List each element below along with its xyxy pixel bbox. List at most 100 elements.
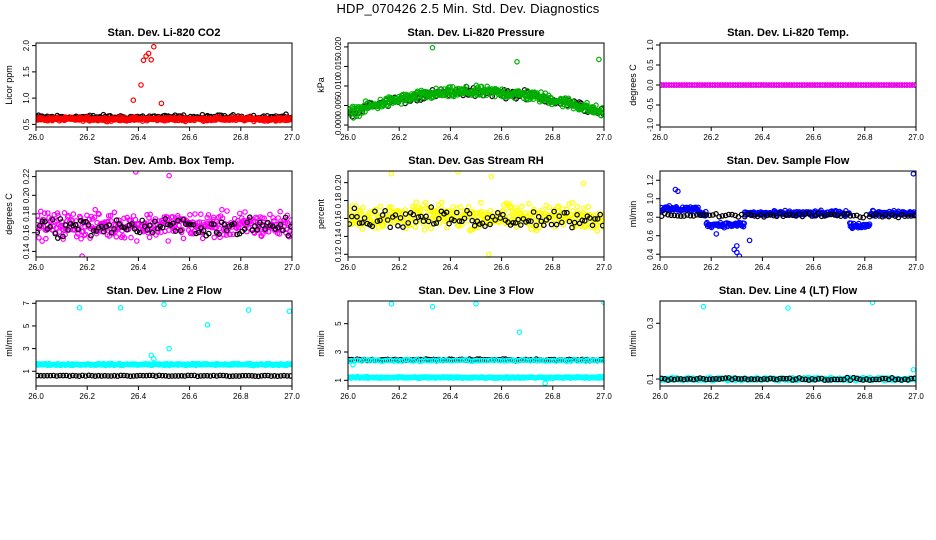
chart-title: Stan. Dev. Li-820 Temp. <box>727 27 849 39</box>
data-point-black <box>106 222 112 228</box>
data-point-magenta <box>686 82 693 88</box>
data-point-magenta <box>896 82 903 88</box>
data-point-black <box>369 223 376 230</box>
data-point-black <box>73 372 79 379</box>
data-point-magenta <box>719 82 726 88</box>
data-point-magenta <box>668 82 675 88</box>
data-point-magenta <box>666 82 672 88</box>
data-point-black <box>239 372 246 379</box>
data-point-magenta <box>681 82 688 88</box>
y-tick-label: -0.5 <box>646 98 655 112</box>
data-point-black <box>271 372 278 379</box>
y-tick-label: 0.000 <box>334 114 343 135</box>
data-point-magenta <box>812 82 818 88</box>
data-point-black <box>127 373 134 380</box>
data-point-black <box>149 229 156 236</box>
data-point-black <box>65 227 71 233</box>
data-point-black <box>172 228 179 234</box>
data-point-magenta <box>845 82 852 88</box>
x-tick-label: 26.2 <box>79 263 95 272</box>
data-point-magenta <box>704 82 711 88</box>
data-point-magenta <box>288 217 292 223</box>
data-point-green <box>599 105 604 111</box>
data-point-black <box>129 221 135 227</box>
data-point-black <box>101 228 107 235</box>
data-point-red-outlier <box>145 50 152 57</box>
data-point-black <box>558 219 565 226</box>
data-point-magenta <box>817 82 823 88</box>
y-tick-label: 0.18 <box>334 192 343 208</box>
data-point-black <box>535 213 542 220</box>
data-point-magenta <box>842 82 849 88</box>
data-point-black <box>220 372 227 379</box>
data-point-black <box>170 220 176 227</box>
data-point-black <box>79 372 86 379</box>
plot-frame <box>35 42 293 128</box>
data-point-black <box>226 373 233 380</box>
chart-title: Stan. Dev. Line 2 Flow <box>106 285 222 297</box>
data-point-black <box>274 373 281 380</box>
x-tick-label: 26.8 <box>857 392 873 401</box>
data-point-black <box>853 375 860 382</box>
data-point-black <box>287 373 292 379</box>
data-point-black <box>821 377 828 383</box>
data-point-black <box>876 213 883 219</box>
data-point-cyan-outlier <box>148 352 155 359</box>
data-point-magenta <box>270 218 277 224</box>
data-point-black <box>461 215 468 222</box>
data-point-black <box>908 213 915 219</box>
chart-panel-4: Stan. Dev. Amb. Box Temp. degrees C 26.0 26… <box>4 155 300 272</box>
chart-title: Stan. Dev. Gas Stream RH <box>408 155 544 167</box>
data-point-black <box>185 372 191 379</box>
data-point-black <box>241 226 248 232</box>
data-point-black <box>206 230 212 237</box>
data-point-black <box>150 372 156 379</box>
data-point-black <box>354 214 360 220</box>
y-tick-label: 0.16 <box>334 210 343 226</box>
data-point-black <box>799 376 806 383</box>
data-point-black <box>857 376 863 383</box>
data-point-magenta <box>660 82 665 88</box>
data-point-black <box>850 374 857 381</box>
data-point-magenta <box>44 210 51 216</box>
data-point-magenta <box>169 214 176 220</box>
data-point-black <box>265 372 271 379</box>
data-point-yellow <box>348 207 353 214</box>
data-point-magenta <box>911 82 916 88</box>
data-point-magenta <box>691 82 698 88</box>
data-point-black <box>709 376 716 382</box>
data-point-black <box>895 376 902 383</box>
y-tick-label: 0.6 <box>646 230 655 242</box>
x-tick-label: 26.4 <box>443 263 459 272</box>
plot-frame <box>35 300 293 387</box>
data-point-black <box>70 222 76 229</box>
data-point-black <box>111 226 117 232</box>
data-point-magenta <box>860 82 867 88</box>
data-point-green <box>386 99 393 106</box>
data-point-black <box>764 376 771 383</box>
data-point-black <box>52 230 59 237</box>
data-point-black <box>469 217 476 224</box>
data-point-black <box>402 211 409 217</box>
data-point-black <box>841 211 847 218</box>
data-point-black <box>589 222 596 229</box>
data-point-black <box>287 223 292 230</box>
data-point-black <box>451 217 458 224</box>
data-point-black <box>108 373 115 379</box>
data-point-black <box>716 376 723 382</box>
data-point-black <box>533 222 540 229</box>
data-point-cyan-outlier <box>429 303 436 310</box>
data-point-green <box>385 103 391 109</box>
data-point-black <box>548 221 555 228</box>
data-point-black <box>594 216 601 222</box>
data-point-black <box>700 375 707 382</box>
data-point-black <box>216 231 222 237</box>
x-tick-label: 26.0 <box>28 263 44 272</box>
data-points <box>660 82 916 88</box>
data-point-black <box>188 221 194 228</box>
chart-title: Stan. Dev. Sample Flow <box>727 155 850 167</box>
data-point-magenta <box>48 216 55 222</box>
data-point-black <box>204 372 211 379</box>
data-point-black <box>729 376 735 383</box>
data-point-black <box>261 372 268 379</box>
